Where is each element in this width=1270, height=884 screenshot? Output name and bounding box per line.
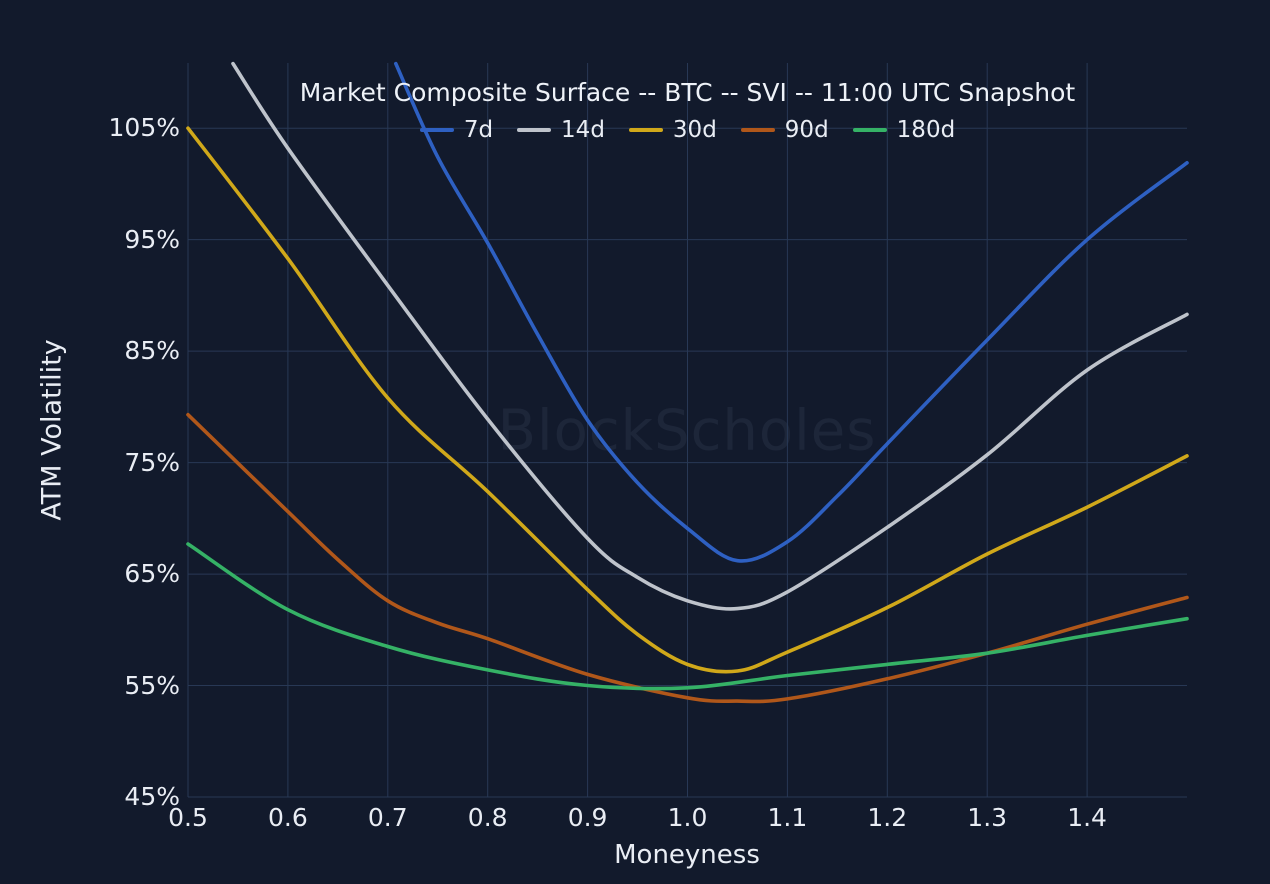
x-tick-label: 0.5 [168,803,208,832]
y-tick-label: 85% [124,336,180,366]
chart-header: Market Composite Surface -- BTC -- SVI -… [188,0,1187,143]
x-tick-label: 0.6 [268,803,308,832]
legend-swatch-90d [740,128,775,132]
curve-180d [186,542,1189,691]
x-tick-label: 0.9 [567,803,608,832]
curve-7d [394,61,1189,563]
legend: 7d 14d 30d 90d 180d [188,117,1187,143]
legend-swatch-14d [517,128,552,132]
chart-title: Market Composite Surface -- BTC -- SVI -… [299,78,1076,107]
y-tick-label: 55% [124,670,180,700]
x-tick-label: 0.8 [467,803,508,832]
y-tick-label: 95% [124,224,180,254]
curve-14d [231,61,1189,611]
y-axis-title: ATM Volatility [36,339,68,521]
x-tick-label: 1.4 [1067,803,1107,832]
y-tick-label: 45% [124,782,180,811]
legend-item-14d[interactable]: 14d [517,117,605,143]
x-tick-label: 1.2 [867,803,908,832]
x-tick-label: 0.7 [367,803,408,832]
watermark: BlockScholes [497,398,877,464]
y-tick-label: 105% [108,113,180,143]
legend-label-7d: 7d [463,117,494,143]
legend-swatch-180d [852,128,887,132]
legend-item-90d[interactable]: 90d [740,117,829,143]
y-tick-label: 65% [124,559,180,589]
legend-item-7d[interactable]: 7d [419,117,494,143]
x-axis-title: Moneyness [614,840,760,870]
x-tick-label: 1.3 [967,803,1008,832]
legend-item-30d[interactable]: 30d [628,117,717,143]
legend-swatch-7d [419,128,454,132]
x-tick-label: 1.1 [767,803,808,832]
legend-label-30d: 30d [672,117,717,143]
y-tick-label: 75% [124,447,180,477]
legend-label-90d: 90d [784,117,829,143]
legend-swatch-30d [628,128,663,132]
x-tick-label: 1.0 [667,803,708,832]
legend-label-14d: 14d [561,117,605,143]
legend-label-180d: 180d [896,117,956,143]
legend-item-180d[interactable]: 180d [852,117,956,143]
curve-30d [186,126,1189,674]
